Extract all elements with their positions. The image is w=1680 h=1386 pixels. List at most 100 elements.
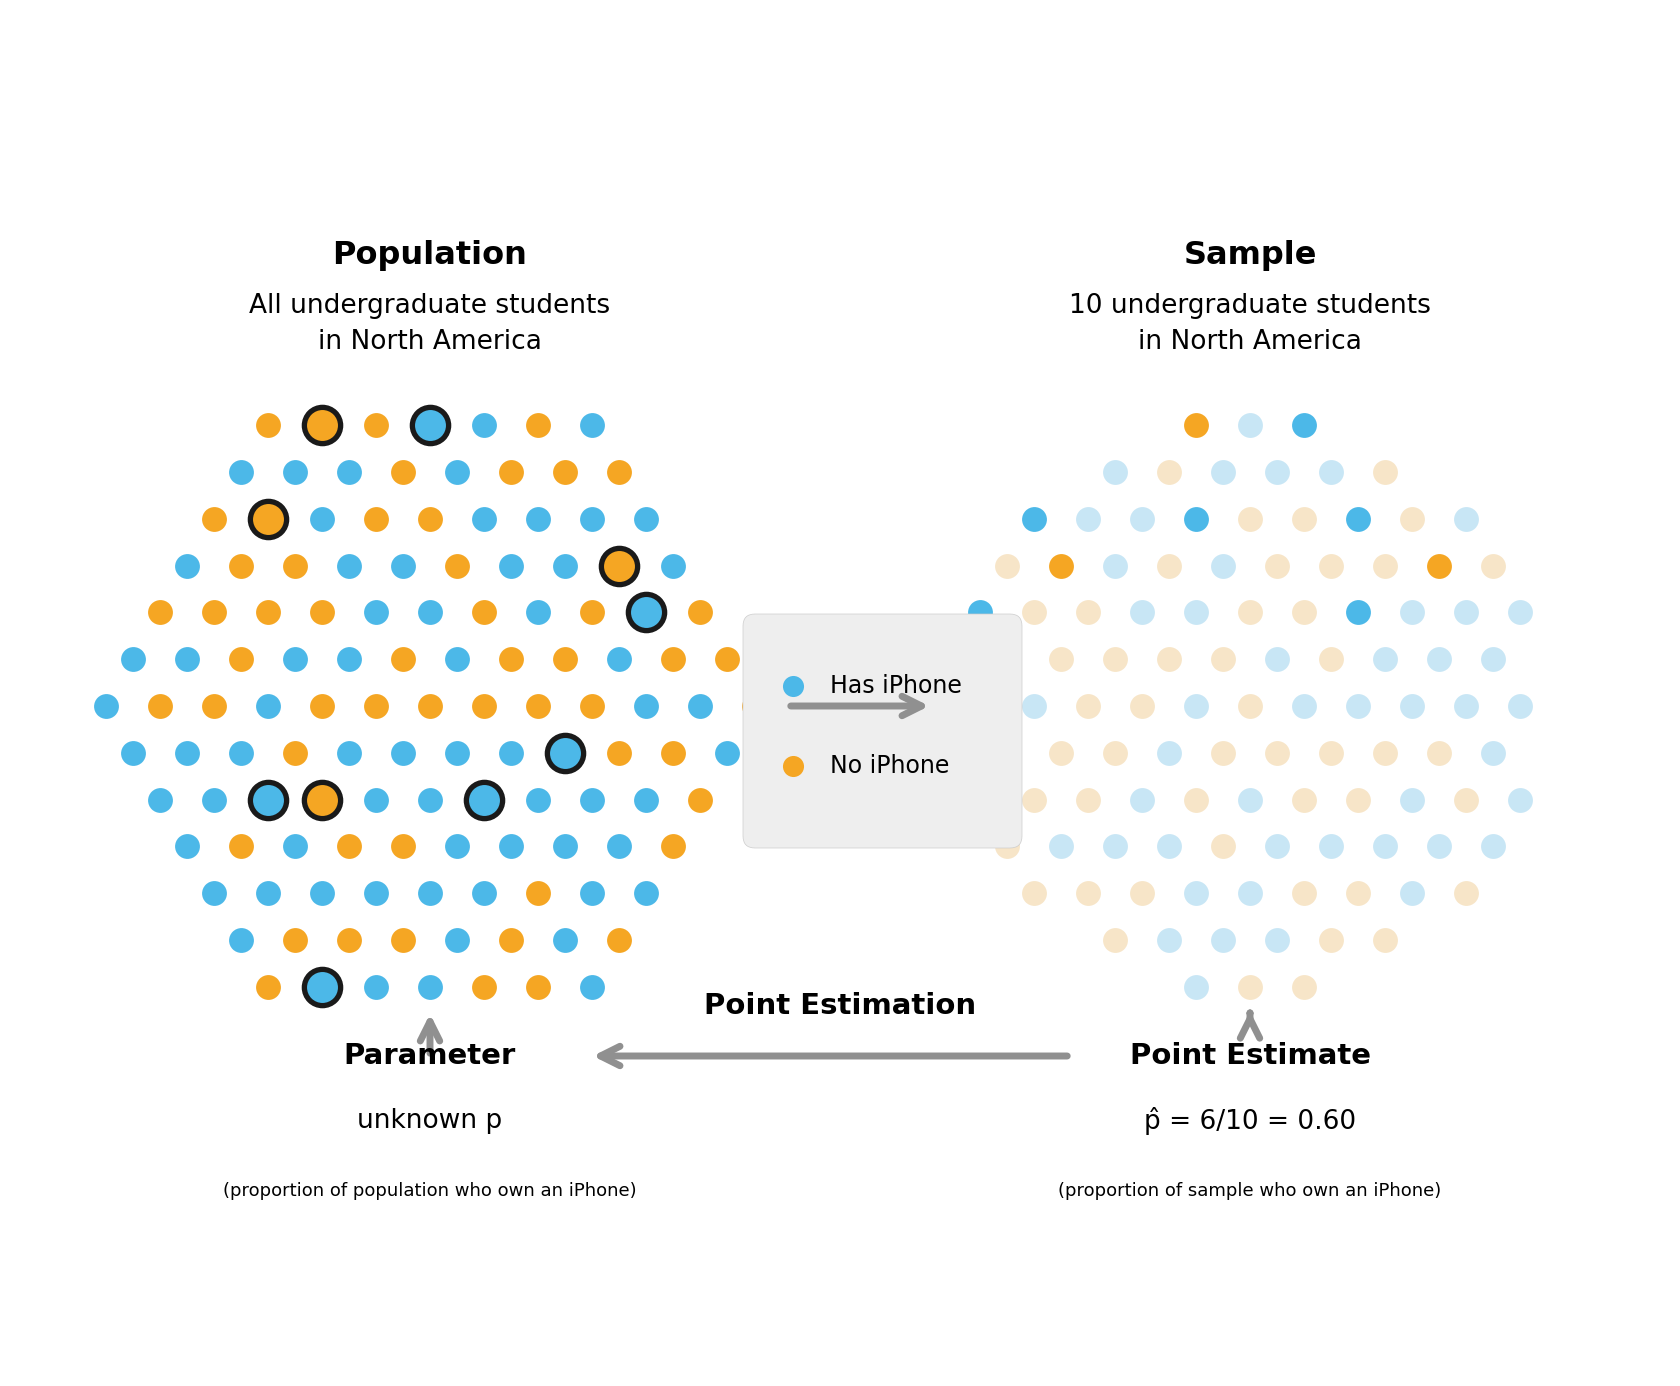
Point: [1480, 554, 1507, 577]
Point: [1317, 929, 1344, 951]
Point: [1236, 507, 1263, 529]
Point: [578, 507, 605, 529]
Point: [1426, 554, 1453, 577]
Text: 10 undergraduate students
in North America: 10 undergraduate students in North Ameri…: [1068, 292, 1431, 355]
Point: [1371, 929, 1398, 951]
Point: [1183, 789, 1210, 811]
Point: [1020, 694, 1047, 717]
Point: [605, 462, 632, 484]
Point: [470, 789, 497, 811]
Point: [1102, 929, 1129, 951]
Point: [1129, 694, 1156, 717]
Point: [390, 649, 417, 671]
Point: [173, 554, 200, 577]
Text: Point Estimation: Point Estimation: [704, 992, 976, 1020]
Point: [993, 742, 1020, 764]
Point: [741, 694, 768, 717]
Point: [578, 414, 605, 437]
Text: Has iPhone: Has iPhone: [830, 674, 963, 699]
Point: [1317, 649, 1344, 671]
Point: [1210, 554, 1236, 577]
Point: [524, 789, 551, 811]
Text: Point Estimate: Point Estimate: [1129, 1042, 1371, 1070]
Point: [363, 976, 390, 998]
Point: [336, 554, 363, 577]
Point: [119, 742, 146, 764]
Point: [444, 929, 470, 951]
Point: [687, 602, 714, 624]
Point: [605, 554, 632, 577]
Point: [227, 836, 254, 858]
Point: [605, 742, 632, 764]
Point: [470, 694, 497, 717]
Point: [309, 789, 336, 811]
Point: [524, 602, 551, 624]
Point: [1129, 602, 1156, 624]
Point: [255, 507, 282, 529]
Point: [1453, 789, 1480, 811]
Point: [390, 836, 417, 858]
Point: [1426, 742, 1453, 764]
Point: [227, 742, 254, 764]
Point: [173, 836, 200, 858]
Point: [255, 414, 282, 437]
Point: [200, 881, 227, 904]
Point: [714, 742, 741, 764]
Point: [92, 694, 119, 717]
Point: [1290, 789, 1317, 811]
Point: [633, 602, 660, 624]
Point: [1317, 462, 1344, 484]
Point: [444, 462, 470, 484]
Point: [146, 694, 173, 717]
Point: [578, 976, 605, 998]
FancyBboxPatch shape: [743, 614, 1021, 848]
Point: [633, 507, 660, 529]
Point: [417, 507, 444, 529]
Point: [255, 602, 282, 624]
Point: [146, 789, 173, 811]
Point: [309, 602, 336, 624]
Point: [1426, 649, 1453, 671]
Point: [1183, 976, 1210, 998]
Point: [633, 789, 660, 811]
Point: [336, 836, 363, 858]
Point: [497, 929, 524, 951]
Point: [363, 414, 390, 437]
Point: [633, 602, 660, 624]
Point: [470, 976, 497, 998]
Point: [417, 976, 444, 998]
Point: [1453, 602, 1480, 624]
Point: [470, 414, 497, 437]
Point: [417, 694, 444, 717]
Point: [1102, 554, 1129, 577]
Point: [1344, 789, 1371, 811]
Text: Population: Population: [333, 241, 528, 272]
Point: [390, 462, 417, 484]
Point: [993, 836, 1020, 858]
Point: [1156, 929, 1183, 951]
Point: [551, 554, 578, 577]
Point: [336, 462, 363, 484]
Point: [1263, 554, 1290, 577]
Point: [1453, 507, 1480, 529]
Point: [1263, 836, 1290, 858]
Point: [1398, 507, 1425, 529]
Point: [1263, 462, 1290, 484]
Point: [1075, 602, 1102, 624]
Point: [966, 602, 993, 624]
Point: [633, 881, 660, 904]
Point: [470, 881, 497, 904]
Point: [1156, 836, 1183, 858]
Point: [417, 602, 444, 624]
Point: [1344, 694, 1371, 717]
Point: [780, 755, 806, 778]
Point: [1129, 507, 1156, 529]
Point: [1236, 414, 1263, 437]
Point: [551, 742, 578, 764]
Point: [1020, 881, 1047, 904]
Point: [524, 694, 551, 717]
Point: [524, 881, 551, 904]
Point: [1102, 462, 1129, 484]
Point: [1290, 694, 1317, 717]
Point: [524, 414, 551, 437]
